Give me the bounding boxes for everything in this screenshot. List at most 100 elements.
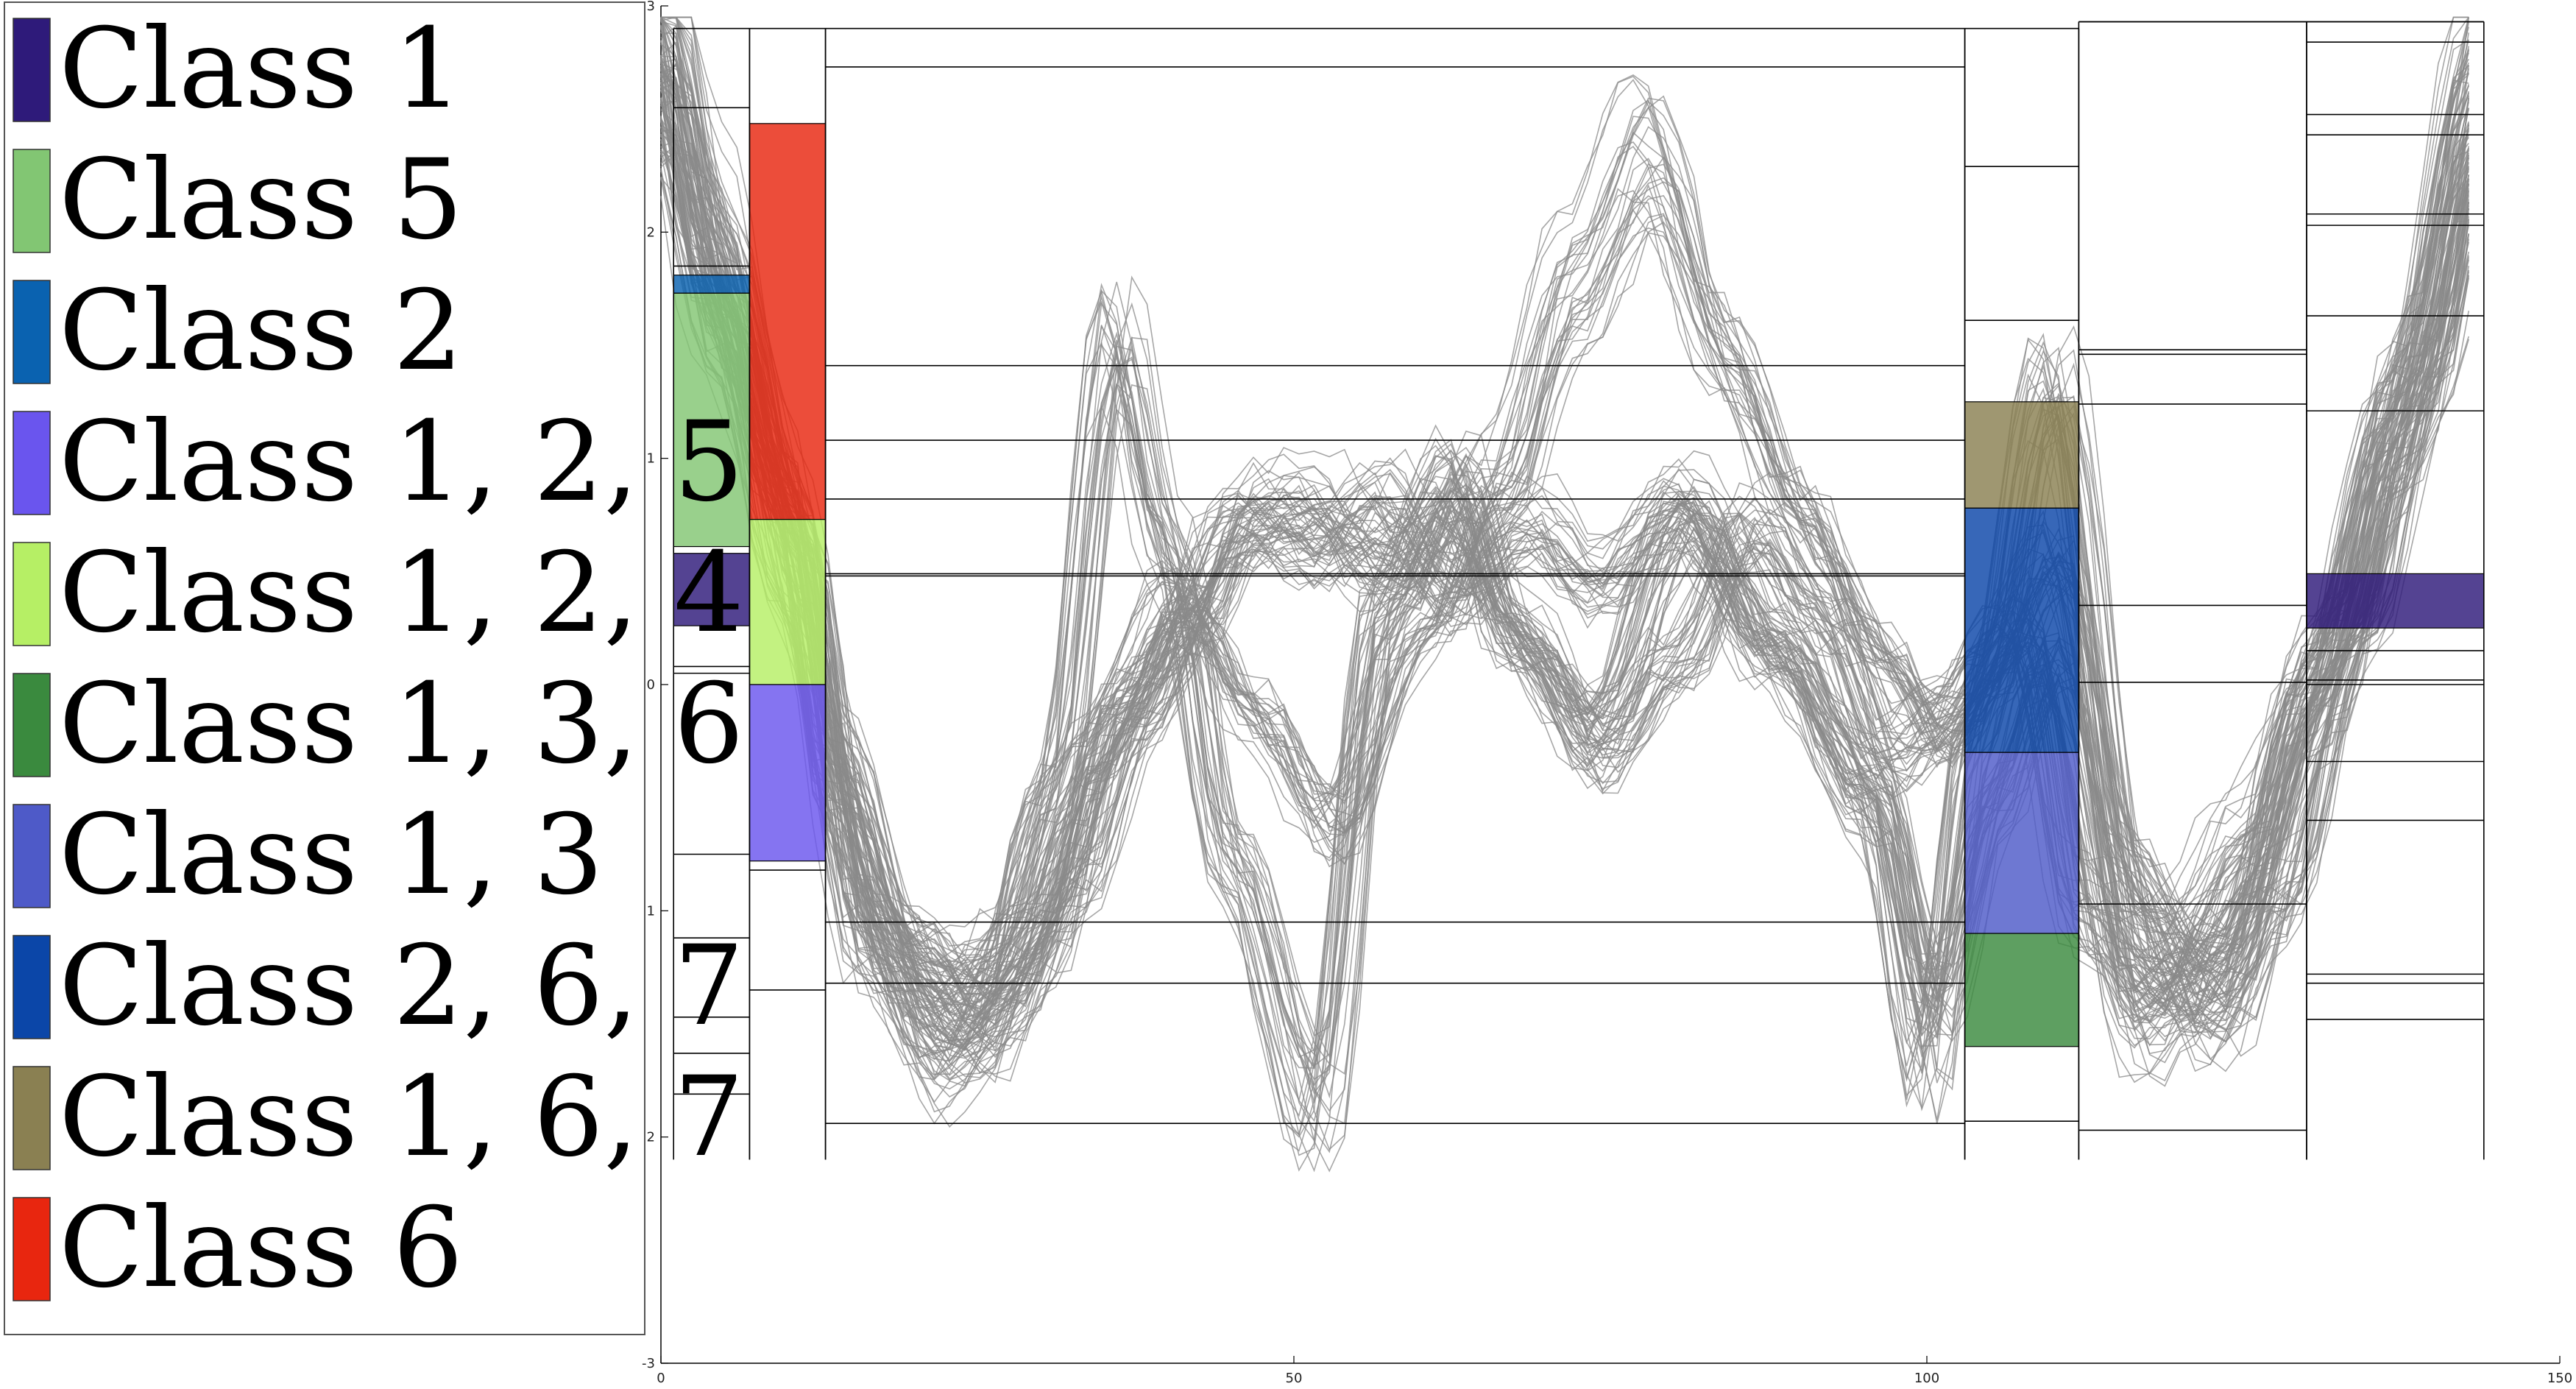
legend-swatch (13, 280, 51, 384)
series-line (660, 78, 2469, 1003)
series-line (660, 62, 2469, 1052)
series-line (660, 17, 2469, 1060)
legend-swatch (13, 18, 51, 122)
legend-label: Class 6 (59, 1184, 463, 1312)
series-line (661, 16, 2469, 1151)
class-box (673, 292, 751, 548)
legend-label: Class 1, 2, 5 (59, 398, 744, 526)
series-line (660, 17, 2469, 1156)
series-line (660, 25, 2469, 1098)
series-line (660, 17, 2469, 1142)
series-line (660, 82, 2469, 1058)
series-line (660, 85, 2469, 1045)
series-line (660, 74, 2469, 1103)
series-line (660, 40, 2469, 1002)
series-line (660, 16, 2469, 1016)
series-line (660, 118, 2469, 969)
series-line (661, 16, 2469, 1000)
class-box (749, 123, 827, 520)
series-line (660, 85, 2469, 1004)
series-line (660, 139, 2469, 1032)
series-line (660, 86, 2469, 1025)
series-line (660, 82, 2469, 1070)
series-line (660, 105, 2469, 1042)
x-tick-label: 150 (2547, 1371, 2572, 1386)
legend-frame (4, 1, 645, 1335)
legend-label: Class 1, 6, 7 (59, 1053, 744, 1181)
legend-label: Class 2 (59, 267, 463, 395)
series-line (660, 131, 2469, 1025)
series-line (660, 43, 2469, 1014)
series-line (660, 26, 2469, 1049)
legend-label: Class 1 (59, 5, 463, 133)
legend-swatch (13, 1066, 51, 1170)
legend-swatch (13, 149, 51, 253)
series-line (660, 57, 2469, 1051)
series-line (660, 57, 2469, 1032)
series-line (660, 16, 2469, 1084)
series-line (660, 149, 2469, 989)
series-line (660, 149, 2469, 1086)
class-box (673, 275, 751, 294)
series-line (660, 73, 2469, 1069)
legend-swatch (13, 935, 51, 1039)
series-line (660, 171, 2469, 947)
series-line (660, 16, 2469, 1025)
class-box (1964, 933, 2080, 1047)
interval-boxes (673, 21, 2485, 1160)
series-line (660, 166, 2469, 964)
series-line (660, 16, 2469, 1014)
series-line (660, 57, 2469, 1042)
series-line (660, 21, 2469, 1047)
series-line (660, 118, 2469, 983)
series-line (660, 151, 2469, 991)
series-line (660, 89, 2469, 1037)
legend-swatch (13, 411, 51, 515)
y-tick-label: 2 (647, 1130, 655, 1145)
legend-swatch (13, 673, 51, 777)
class-box (1964, 507, 2080, 753)
series-line (660, 16, 2469, 1078)
legend-swatch (13, 804, 51, 908)
class-box (749, 519, 827, 685)
series-line (660, 69, 2469, 1081)
legend-label: Class 2, 6, 7 (59, 922, 744, 1050)
x-tick-label: 0 (657, 1371, 665, 1386)
series-line (660, 100, 2469, 1058)
legend-label: Class 1, 2, 4 (59, 529, 744, 657)
series-line (660, 17, 2469, 1058)
series-line (660, 116, 2469, 992)
series-line (661, 16, 2469, 1061)
series-line (660, 62, 2469, 1042)
y-tick-label: 0 (647, 677, 655, 693)
series-line (661, 16, 2469, 1082)
legend-swatch (13, 1197, 51, 1301)
series-line (661, 16, 2469, 1058)
series-line (661, 16, 2469, 1082)
class-box (1964, 752, 2080, 934)
x-tick-label: 50 (1286, 1371, 1303, 1386)
series-line (660, 59, 2469, 1052)
y-tick-label: 3 (647, 0, 655, 14)
y-tick-label: 2 (647, 225, 655, 240)
class-box (673, 553, 751, 626)
y-tick-label: 1 (647, 451, 655, 467)
axis-ticks: 0 50 100 150 3 2 1 0 1 2 -3 (642, 0, 2572, 1386)
series-line (661, 16, 2469, 1087)
legend-label: Class 1, 3, 6 (59, 660, 744, 788)
x-tick-label: 100 (1914, 1371, 1939, 1386)
series-line (660, 65, 2469, 1022)
series-line (661, 16, 2469, 1017)
class-box (749, 684, 827, 862)
series-line (660, 67, 2469, 1080)
series-line (660, 97, 2469, 1056)
series-line (660, 92, 2469, 989)
data-lines (660, 16, 2469, 1173)
y-tick-label: 1 (647, 903, 655, 919)
y-tick-label: -3 (642, 1356, 655, 1371)
series-line (660, 97, 2469, 1016)
legend-swatch (13, 542, 51, 646)
class-boxes (673, 123, 2485, 1047)
legend-label: Class 1, 3 (59, 791, 604, 919)
